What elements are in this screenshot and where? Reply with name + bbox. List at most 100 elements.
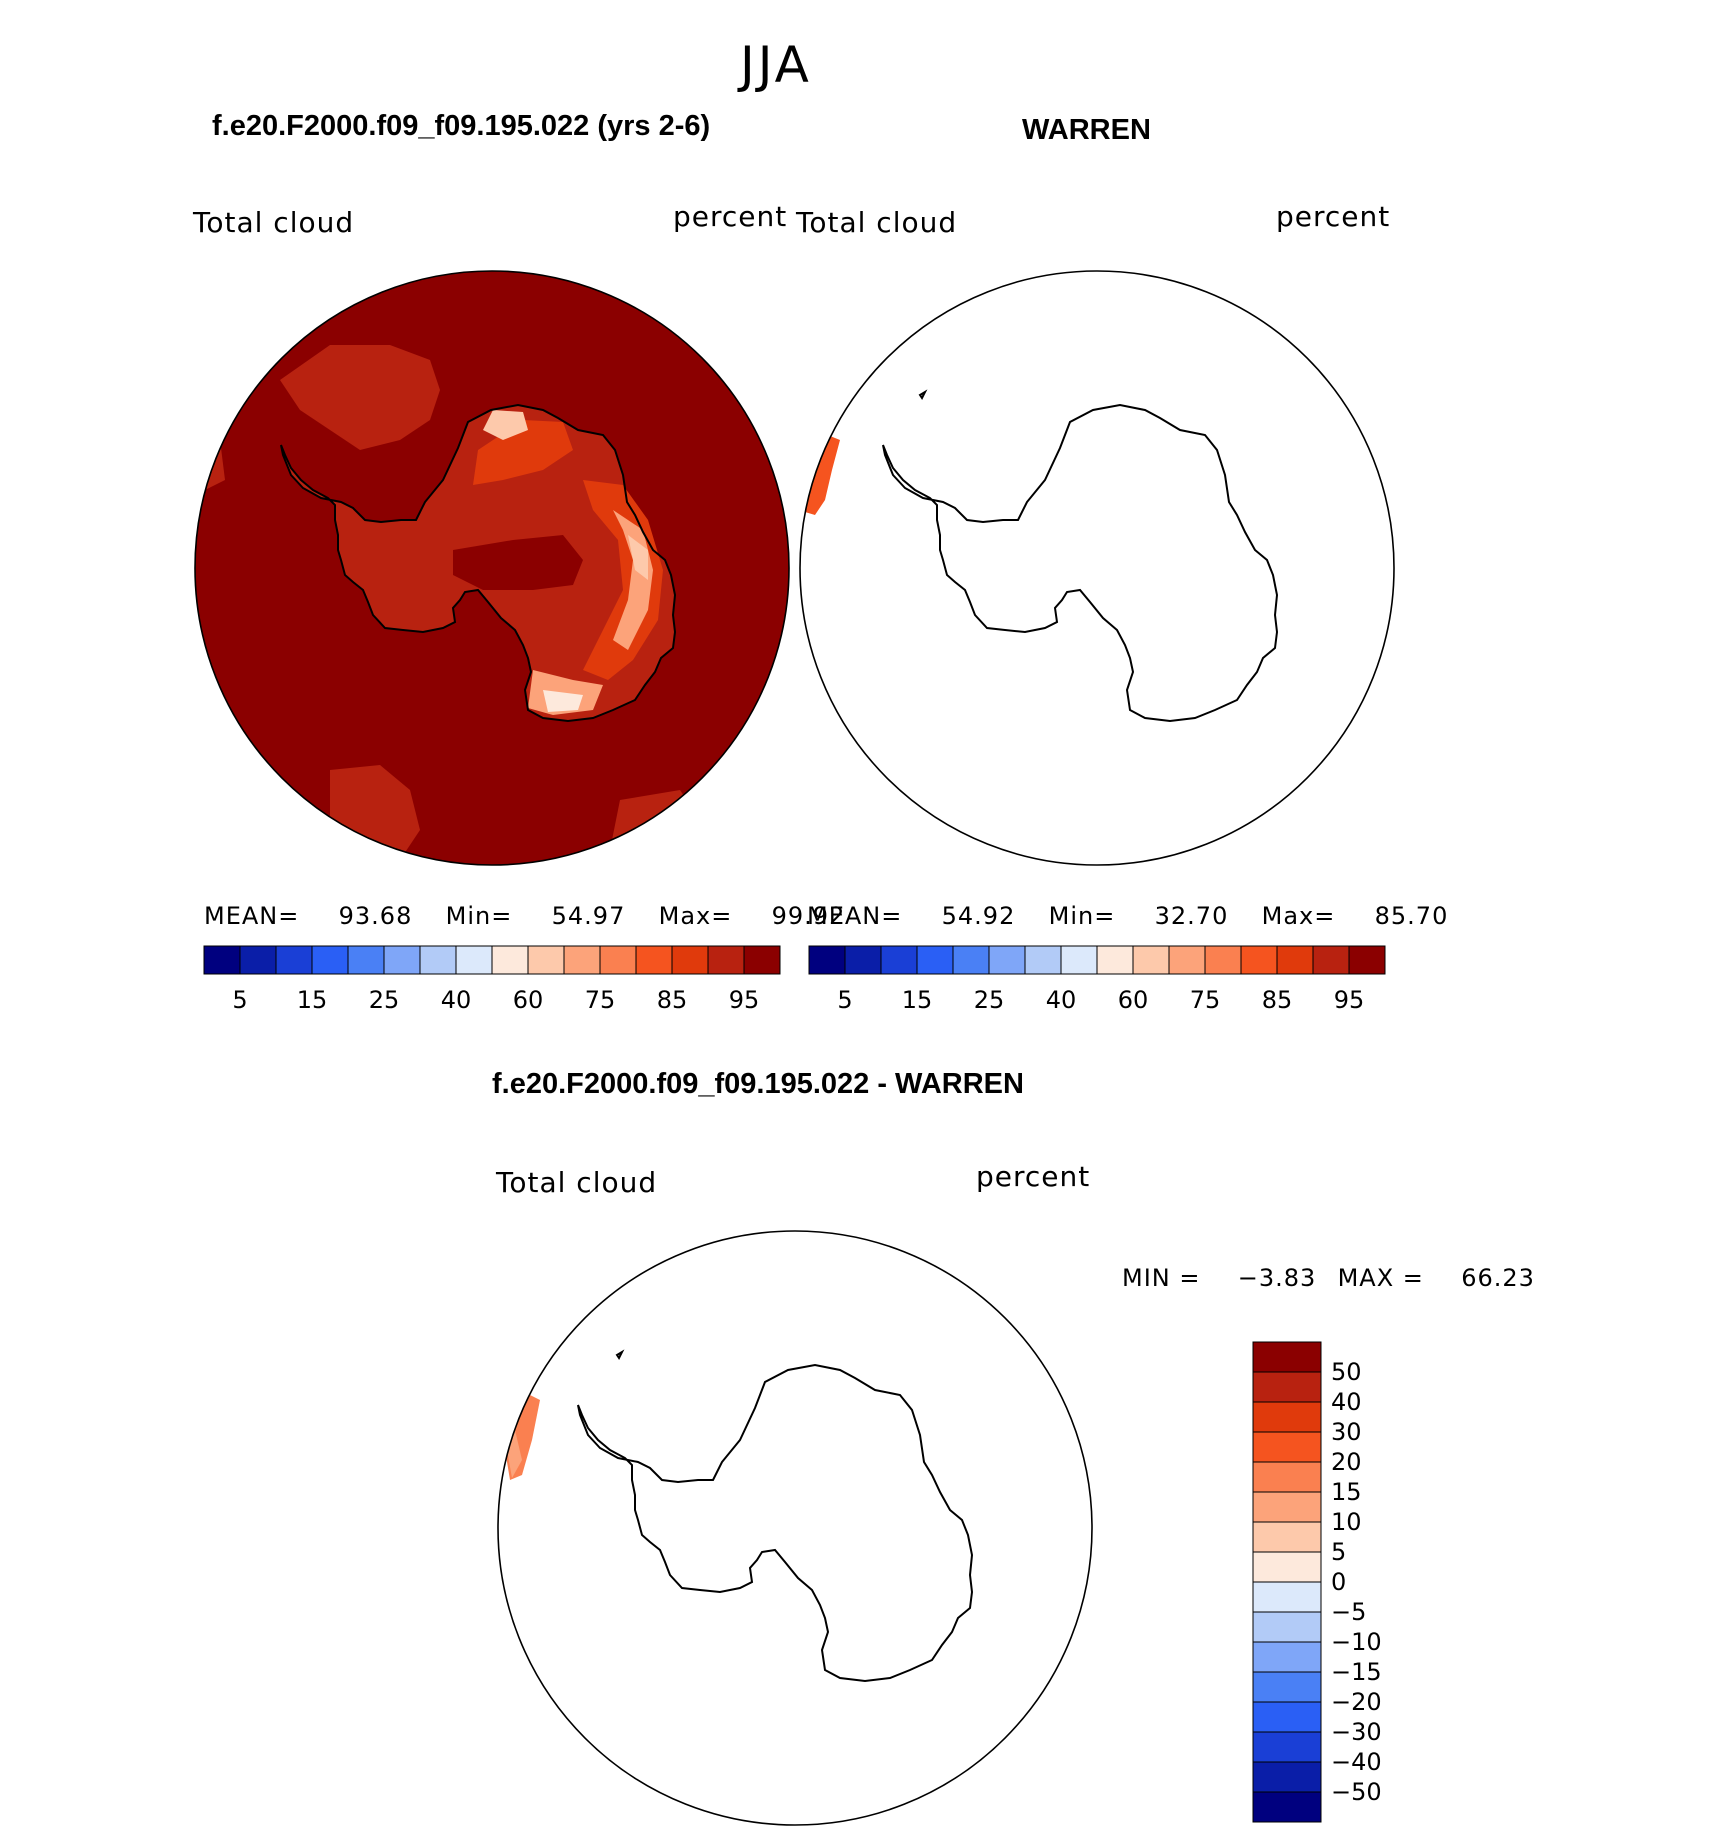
min-value: 54.97 <box>551 902 626 930</box>
colorbar-swatch <box>1252 1521 1322 1553</box>
colorbar-swatch <box>844 945 882 975</box>
ocean-patch <box>610 790 700 860</box>
colorbar-tick-label: 85 <box>657 986 688 1014</box>
colorbar-swatch <box>1240 945 1278 975</box>
colorbar-swatch <box>1024 945 1062 975</box>
min-value: −3.83 <box>1237 1264 1317 1292</box>
colorbar-tick-label: 40 <box>441 986 472 1014</box>
colorbar-swatch <box>808 945 846 975</box>
colorbar-swatch <box>1252 1641 1322 1673</box>
colorbar-tick-label: 25 <box>974 986 1005 1014</box>
season-title: JJA <box>740 36 812 94</box>
colorbar-swatch <box>563 945 601 975</box>
colorbar-tick-label: 50 <box>1331 1358 1362 1386</box>
colorbar-swatch <box>916 945 954 975</box>
colorbar-swatch <box>1132 945 1170 975</box>
mean-label: MEAN= <box>807 902 903 930</box>
panel-3-units: percent <box>976 1160 1091 1193</box>
colorbar-tick-label: 95 <box>729 986 760 1014</box>
diff-polar-map <box>498 1231 1092 1825</box>
colorbar-swatch <box>599 945 637 975</box>
panel-2-title: WARREN <box>1022 114 1151 146</box>
colorbar-swatch <box>491 945 529 975</box>
max-value: 85.70 <box>1374 902 1449 930</box>
colorbar-swatch <box>311 945 349 975</box>
colorbar-tick-label: 15 <box>902 986 933 1014</box>
colorbar-swatch <box>1204 945 1242 975</box>
colorbar-tick-label: −40 <box>1331 1748 1382 1776</box>
mean-value: 54.92 <box>941 902 1016 930</box>
obs-polar-map <box>800 271 1394 865</box>
min-value: 32.70 <box>1154 902 1229 930</box>
colorbar-swatch <box>1252 1401 1322 1433</box>
colorbar-swatch <box>1252 1551 1322 1583</box>
min-label: MIN = <box>1122 1264 1201 1292</box>
colorbar-swatch <box>275 945 313 975</box>
colorbar-tick-label: −50 <box>1331 1778 1382 1806</box>
colorbar-swatch <box>1060 945 1098 975</box>
colorbar-swatch <box>1168 945 1206 975</box>
ocean-patch <box>280 345 440 450</box>
colorbar-swatch <box>952 945 990 975</box>
colorbar-tick-label: −30 <box>1331 1718 1382 1746</box>
max-label: Max= <box>658 902 733 930</box>
colorbar-tick-label: 15 <box>297 986 328 1014</box>
colorbar-tick-label: 75 <box>1190 986 1221 1014</box>
colorbar-tick-label: 25 <box>369 986 400 1014</box>
colorbar-tick-label: 95 <box>1334 986 1365 1014</box>
panel-3-variable: Total cloud <box>496 1166 658 1199</box>
colorbar-swatch <box>635 945 673 975</box>
colorbar-swatch <box>743 945 781 975</box>
colorbar-swatch <box>1096 945 1134 975</box>
colorbar-tick-label: 0 <box>1331 1568 1346 1596</box>
colorbar-tick-label: 20 <box>1331 1448 1362 1476</box>
panel-3-stats: MIN = −3.83 MAX = 66.23 <box>1122 1264 1535 1292</box>
colorbar-swatch <box>1252 1491 1322 1523</box>
panel-2-units: percent <box>1276 200 1391 233</box>
colorbar-swatch <box>1252 1581 1322 1613</box>
model-colorbar: 5 15 25 40 60 75 85 95 <box>203 945 781 1014</box>
colorbar-tick-label: 60 <box>1118 986 1149 1014</box>
colorbar-tick-label: 5 <box>232 986 247 1014</box>
colorbar-swatch <box>1252 1791 1322 1823</box>
max-label: MAX = <box>1337 1264 1424 1292</box>
colorbar-swatch <box>1252 1731 1322 1763</box>
panel-1-title: f.e20.F2000.f09_f09.195.022 (yrs 2-6) <box>212 110 711 142</box>
colorbar-swatch <box>1252 1461 1322 1493</box>
colorbar-tick-label: −5 <box>1331 1598 1366 1626</box>
colorbar-swatch <box>988 945 1026 975</box>
panel-3-title: f.e20.F2000.f09_f09.195.022 - WARREN <box>492 1068 1024 1100</box>
colorbar-tick-label: 5 <box>1331 1538 1346 1566</box>
max-value: 66.23 <box>1461 1264 1535 1292</box>
map-border <box>799 270 1395 866</box>
panel-1-units: percent <box>673 200 788 233</box>
colorbar-tick-label: 10 <box>1331 1508 1362 1536</box>
max-value: 99.92 <box>771 902 846 930</box>
colorbar-swatch <box>383 945 421 975</box>
colorbar-tick-label: 40 <box>1331 1388 1362 1416</box>
max-label: Max= <box>1261 902 1336 930</box>
colorbar-swatch <box>419 945 457 975</box>
colorbar-tick-label: 75 <box>585 986 616 1014</box>
colorbar-swatch <box>1252 1701 1322 1733</box>
model-polar-map <box>195 271 789 865</box>
panel-1-stats: MEAN= 93.68 Min= 54.97 Max= 99.92 <box>204 902 845 930</box>
mean-value: 93.68 <box>338 902 413 930</box>
colorbar-tick-label: −15 <box>1331 1658 1382 1686</box>
panel-2-variable: Total cloud <box>796 206 958 239</box>
colorbar-swatch <box>347 945 385 975</box>
colorbar-tick-label: 40 <box>1046 986 1077 1014</box>
colorbar-tick-label: 85 <box>1262 986 1293 1014</box>
colorbar-swatch <box>1252 1611 1322 1643</box>
min-label: Min= <box>1048 902 1116 930</box>
colorbar-swatch <box>1252 1671 1322 1703</box>
panel-1-variable: Total cloud <box>193 206 355 239</box>
obs-colorbar: 5 15 25 40 60 75 85 95 <box>808 945 1386 1014</box>
colorbar-swatch <box>455 945 493 975</box>
colorbar-swatch <box>1252 1371 1322 1403</box>
colorbar-swatch <box>1252 1761 1322 1793</box>
colorbar-swatch <box>1348 945 1386 975</box>
map-border <box>194 270 790 866</box>
